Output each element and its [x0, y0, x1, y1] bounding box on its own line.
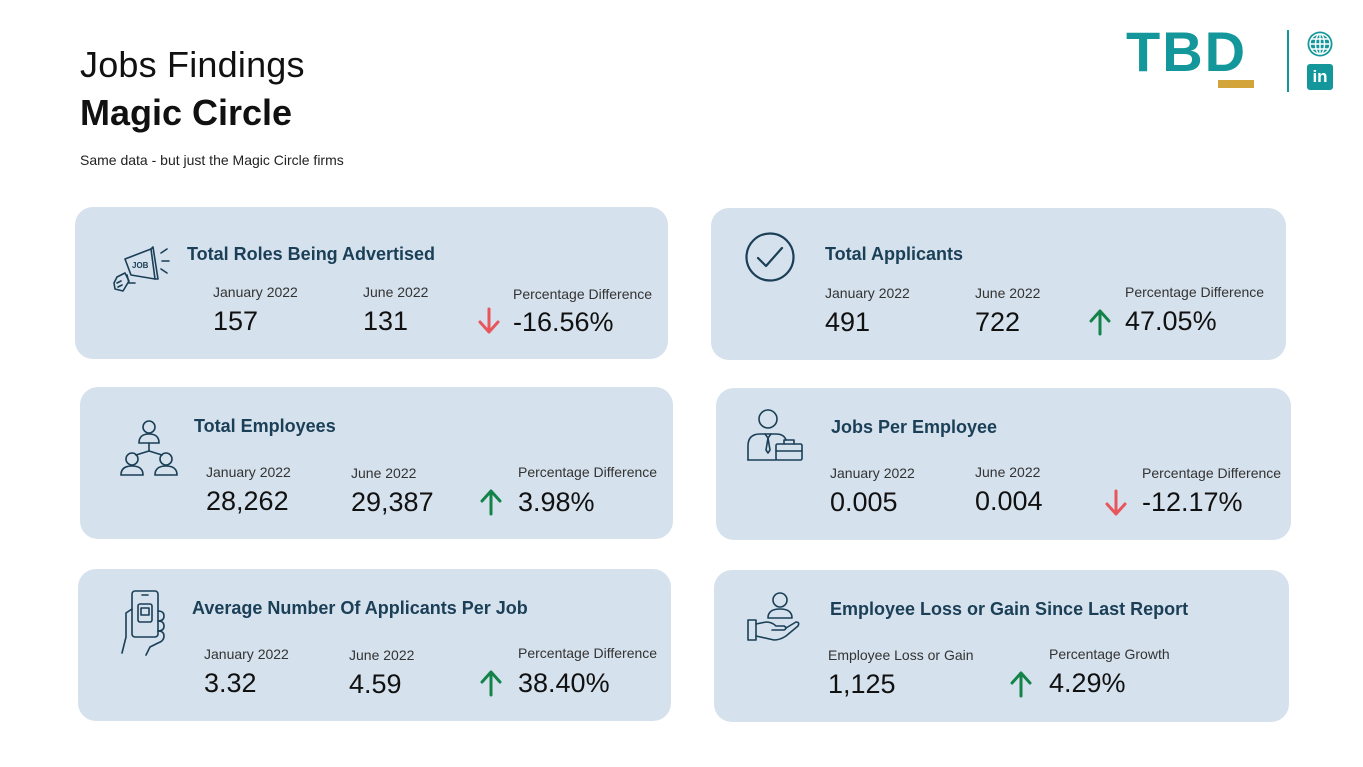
col1-label: January 2022 — [825, 285, 910, 301]
page-subtitle-heading: Magic Circle — [80, 92, 293, 133]
col1-label: January 2022 — [204, 646, 289, 662]
col3-value: -12.17% — [1142, 487, 1243, 517]
arrow-down-icon — [478, 307, 500, 334]
people-network-icon — [120, 420, 178, 476]
page-description: Same data - but just the Magic Circle fi… — [80, 152, 344, 168]
col1-value: 0.005 — [830, 487, 898, 517]
card-title: Average Number Of Applicants Per Job — [192, 598, 528, 618]
col1-value: 491 — [825, 307, 871, 337]
page-title: Jobs Findings — [80, 44, 305, 85]
col1-value: 157 — [213, 306, 259, 336]
col1-label: January 2022 — [830, 465, 915, 481]
card-title: Total Roles Being Advertised — [187, 244, 436, 264]
col2-value: 0.004 — [975, 486, 1043, 516]
logo-divider — [1287, 30, 1289, 92]
megaphone-job-icon: JOB — [113, 246, 170, 292]
arrow-up-icon — [480, 489, 502, 516]
col3-label: Percentage Difference — [1125, 284, 1265, 300]
col3-value: 38.40% — [518, 668, 610, 698]
card-total-roles: JOB Total Roles Being Advertised January… — [75, 207, 668, 359]
col1-value: 3.32 — [204, 668, 257, 698]
card-title: Jobs Per Employee — [831, 417, 998, 437]
svg-text:JOB: JOB — [132, 261, 149, 270]
col3-value: -16.56% — [513, 307, 614, 337]
card-title: Employee Loss or Gain Since Last Report — [830, 599, 1189, 619]
globe-icon[interactable] — [1306, 30, 1334, 58]
col1-value: 28,262 — [206, 486, 289, 516]
arrow-up-icon — [1089, 309, 1111, 336]
col2-value: 722 — [975, 307, 1021, 337]
card-total-applicants: Total Applicants January 2022 491 June 2… — [711, 208, 1286, 360]
col2-label: June 2022 — [975, 285, 1041, 301]
col3-label: Percentage Difference — [518, 464, 658, 480]
arrow-up-icon — [480, 670, 502, 697]
col1-label: January 2022 — [206, 464, 291, 480]
hand-person-icon — [747, 592, 800, 641]
businessman-briefcase-icon — [747, 409, 803, 461]
arrow-up-icon — [1010, 671, 1032, 698]
col2-value: 29,387 — [351, 487, 434, 517]
card-total-employees: Total Employees January 2022 28,262 June… — [80, 387, 673, 539]
col3-value: 3.98% — [518, 487, 595, 517]
card-employee-loss-gain: Employee Loss or Gain Since Last Report … — [714, 570, 1289, 722]
card-avg-applicants: Average Number Of Applicants Per Job Jan… — [78, 569, 671, 721]
card-title: Total Applicants — [825, 244, 964, 264]
card-jobs-per-employee: Jobs Per Employee January 2022 0.005 Jun… — [716, 388, 1291, 540]
arrow-down-icon — [1105, 489, 1127, 516]
logo-text: TBD — [1126, 20, 1248, 83]
col3-label: Percentage Difference — [513, 286, 653, 302]
tbd-logo: TBD — [1126, 24, 1260, 90]
col2-label: June 2022 — [363, 284, 429, 300]
col3-label: Percentage Difference — [1142, 465, 1282, 481]
col2-value: 4.29% — [1049, 668, 1126, 698]
card-title: Total Employees — [194, 416, 336, 436]
col2-label: Percentage Growth — [1049, 646, 1170, 662]
col2-label: June 2022 — [975, 464, 1041, 480]
col2-label: June 2022 — [349, 647, 415, 663]
col2-value: 4.59 — [349, 669, 402, 699]
col3-value: 47.05% — [1125, 306, 1217, 336]
col3-label: Percentage Difference — [518, 645, 658, 661]
col2-value: 131 — [363, 306, 409, 336]
phone-hand-icon — [121, 590, 165, 656]
col1-value: 1,125 — [828, 669, 896, 699]
col1-label: January 2022 — [213, 284, 298, 300]
col1-label: Employee Loss or Gain — [828, 647, 974, 663]
logo-underline — [1218, 80, 1254, 88]
linkedin-icon[interactable]: in — [1307, 64, 1333, 90]
check-circle-icon — [745, 232, 795, 282]
col2-label: June 2022 — [351, 465, 417, 481]
